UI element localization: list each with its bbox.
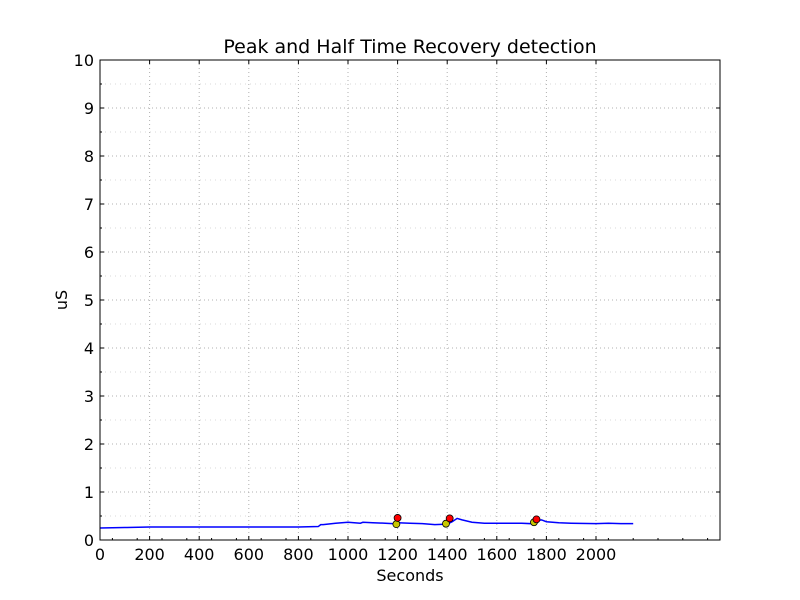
grid xyxy=(99,59,720,541)
y-tick-label: 7 xyxy=(84,195,94,214)
marker-layer xyxy=(392,514,541,529)
half-recovery-point xyxy=(392,520,401,529)
x-tick-label: 1000 xyxy=(328,545,369,564)
x-tick-label: 200 xyxy=(134,545,165,564)
series-layer xyxy=(99,517,634,529)
y-tick-label: 2 xyxy=(84,435,94,454)
x-tick-label: 1400 xyxy=(427,545,468,564)
y-tick-label: 0 xyxy=(84,531,94,550)
x-tick-label: 2000 xyxy=(576,545,617,564)
x-tick-label: 600 xyxy=(234,545,265,564)
y-tick-label: 9 xyxy=(84,99,94,118)
y-tick-label: 4 xyxy=(84,339,94,358)
y-axis-label: uS xyxy=(52,290,71,310)
y-tick-label: 10 xyxy=(74,51,94,70)
y-tick-label: 6 xyxy=(84,243,94,262)
peak-point xyxy=(532,515,541,524)
x-tick-label: 0 xyxy=(95,545,105,564)
x-tick-label: 800 xyxy=(283,545,314,564)
y-tick-label: 3 xyxy=(84,387,94,406)
half-recovery-point xyxy=(442,519,450,528)
series-line xyxy=(99,517,634,529)
x-tick-label: 400 xyxy=(184,545,215,564)
y-tick-label: 8 xyxy=(84,147,94,166)
chart-title: Peak and Half Time Recovery detection xyxy=(223,36,596,58)
y-tick-label: 5 xyxy=(84,291,94,310)
peak-point xyxy=(445,514,454,523)
y-tick-label: 1 xyxy=(84,483,94,502)
x-tick-label: 1800 xyxy=(526,545,567,564)
peak-point xyxy=(393,514,402,522)
x-tick-label: 1600 xyxy=(476,545,517,564)
x-tick-label: 1200 xyxy=(377,545,418,564)
x-axis-label: Seconds xyxy=(376,566,443,585)
ticks: 0 200 400 600 800 1000 1200 1400 1600 1800 2000 0 1 2… xyxy=(74,51,720,564)
